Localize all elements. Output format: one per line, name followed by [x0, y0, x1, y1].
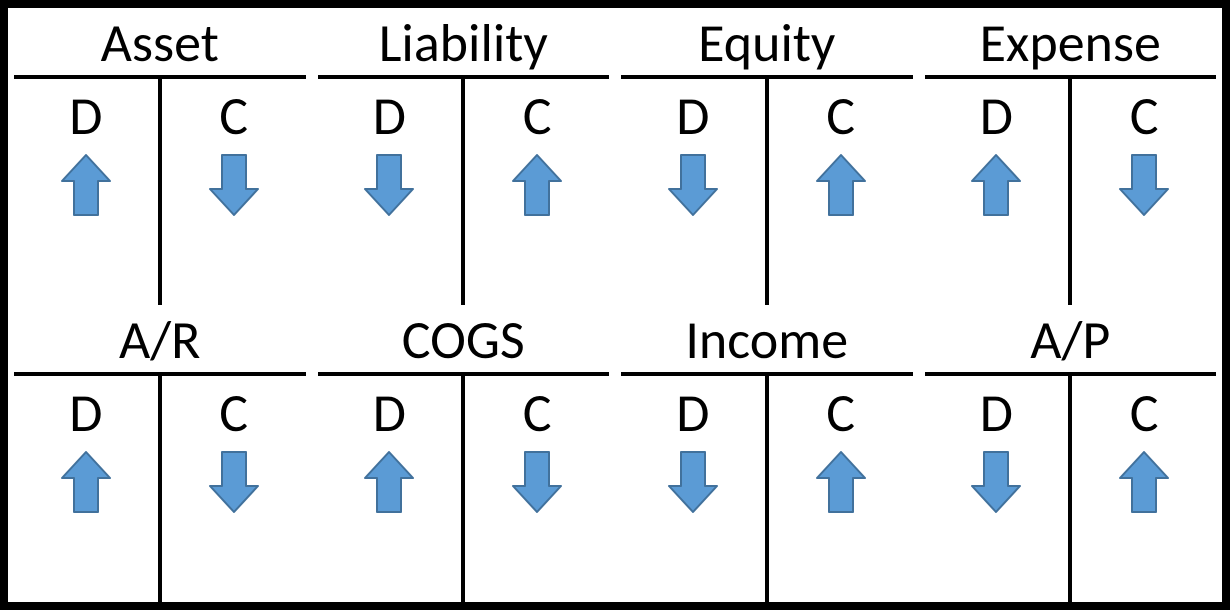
credit-label: C	[1130, 89, 1159, 143]
t-body: D C	[14, 372, 306, 602]
debit-label: D	[373, 89, 406, 143]
account-title: Liability	[318, 12, 610, 75]
account-title: Expense	[925, 12, 1217, 75]
account-title: Income	[621, 309, 913, 372]
debit-label: D	[676, 89, 709, 143]
t-account-ap: A/P D C	[919, 305, 1223, 602]
arrow-down-icon	[1118, 153, 1170, 217]
debit-label: D	[373, 386, 406, 440]
t-body: D C	[621, 75, 913, 305]
debit-label: D	[980, 386, 1013, 440]
debit-column: D	[925, 79, 1073, 305]
debit-label: D	[69, 89, 102, 143]
credit-label: C	[523, 386, 552, 440]
credit-label: C	[826, 89, 855, 143]
arrow-up-icon	[815, 450, 867, 514]
t-account-cogs: COGS D C	[312, 305, 616, 602]
arrow-down-icon	[363, 153, 415, 217]
debit-label: D	[676, 386, 709, 440]
debit-column: D	[14, 376, 162, 602]
credit-column: C	[769, 79, 913, 305]
credit-label: C	[1130, 386, 1159, 440]
debit-column: D	[318, 79, 466, 305]
credit-column: C	[162, 79, 306, 305]
credit-label: C	[826, 386, 855, 440]
t-body: D C	[14, 75, 306, 305]
arrow-up-icon	[363, 450, 415, 514]
debit-column: D	[621, 376, 769, 602]
account-title: A/R	[14, 309, 306, 372]
arrow-up-icon	[511, 153, 563, 217]
t-account-equity: Equity D C	[615, 8, 919, 305]
debit-column: D	[925, 376, 1073, 602]
t-account-income: Income D C	[615, 305, 919, 602]
arrow-down-icon	[667, 450, 719, 514]
arrow-up-icon	[815, 153, 867, 217]
arrow-down-icon	[208, 153, 260, 217]
t-account-ar: A/R D C	[8, 305, 312, 602]
debit-column: D	[318, 376, 466, 602]
t-body: D C	[318, 75, 610, 305]
credit-column: C	[1072, 79, 1216, 305]
debit-column: D	[621, 79, 769, 305]
arrow-up-icon	[970, 153, 1022, 217]
account-title: COGS	[318, 309, 610, 372]
arrow-up-icon	[1118, 450, 1170, 514]
arrow-down-icon	[667, 153, 719, 217]
arrow-up-icon	[60, 153, 112, 217]
t-body: D C	[621, 372, 913, 602]
row-1: Asset D C Liability D C	[8, 8, 1222, 305]
credit-column: C	[162, 376, 306, 602]
t-account-asset: Asset D C	[8, 8, 312, 305]
account-title: Equity	[621, 12, 913, 75]
t-body: D C	[925, 75, 1217, 305]
t-account-chart: Asset D C Liability D C	[0, 0, 1230, 610]
debit-label: D	[69, 386, 102, 440]
debit-column: D	[14, 79, 162, 305]
arrow-down-icon	[208, 450, 260, 514]
debit-label: D	[980, 89, 1013, 143]
t-account-liability: Liability D C	[312, 8, 616, 305]
t-body: D C	[925, 372, 1217, 602]
credit-column: C	[465, 79, 609, 305]
account-title: Asset	[14, 12, 306, 75]
account-title: A/P	[925, 309, 1217, 372]
t-body: D C	[318, 372, 610, 602]
credit-label: C	[219, 386, 248, 440]
arrow-down-icon	[511, 450, 563, 514]
credit-label: C	[219, 89, 248, 143]
arrow-down-icon	[970, 450, 1022, 514]
credit-column: C	[1072, 376, 1216, 602]
t-account-expense: Expense D C	[919, 8, 1223, 305]
credit-label: C	[523, 89, 552, 143]
credit-column: C	[769, 376, 913, 602]
row-2: A/R D C COGS D C	[8, 305, 1222, 602]
credit-column: C	[465, 376, 609, 602]
arrow-up-icon	[60, 450, 112, 514]
